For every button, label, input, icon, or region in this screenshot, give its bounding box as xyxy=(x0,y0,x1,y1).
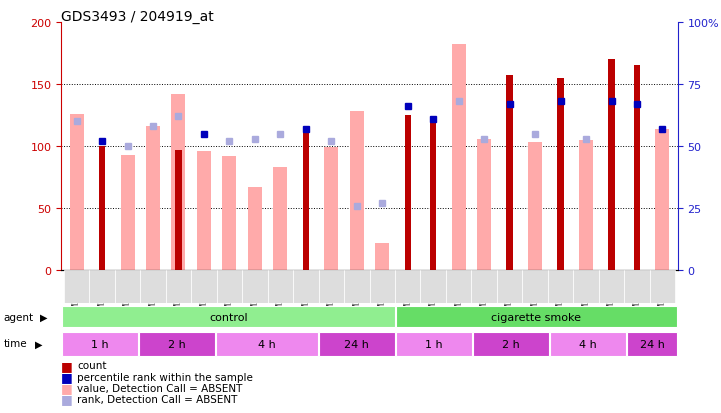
Bar xyxy=(430,121,436,271)
FancyBboxPatch shape xyxy=(446,271,472,304)
Text: agent: agent xyxy=(4,312,34,322)
FancyBboxPatch shape xyxy=(369,271,395,304)
FancyBboxPatch shape xyxy=(627,332,677,356)
Text: cigarette smoke: cigarette smoke xyxy=(492,312,581,322)
Bar xyxy=(477,139,491,271)
Bar xyxy=(175,150,182,271)
Text: ▶: ▶ xyxy=(35,339,42,349)
FancyBboxPatch shape xyxy=(573,271,598,304)
Bar xyxy=(303,131,309,271)
Bar xyxy=(172,95,185,271)
FancyBboxPatch shape xyxy=(395,271,420,304)
Bar xyxy=(579,140,593,271)
Bar xyxy=(634,66,640,271)
Text: 4 h: 4 h xyxy=(258,339,275,349)
Text: 2 h: 2 h xyxy=(168,339,186,349)
Bar xyxy=(506,76,513,271)
FancyBboxPatch shape xyxy=(319,271,344,304)
FancyBboxPatch shape xyxy=(472,271,497,304)
Bar xyxy=(557,78,564,271)
Text: 4 h: 4 h xyxy=(579,339,597,349)
Bar xyxy=(99,147,105,271)
FancyBboxPatch shape xyxy=(216,332,318,356)
FancyBboxPatch shape xyxy=(89,271,115,304)
Text: GDS3493 / 204919_at: GDS3493 / 204919_at xyxy=(61,10,214,24)
Text: 2 h: 2 h xyxy=(502,339,520,349)
Text: ▶: ▶ xyxy=(40,312,47,322)
Text: time: time xyxy=(4,339,27,349)
Bar xyxy=(609,60,615,271)
FancyBboxPatch shape xyxy=(115,271,141,304)
FancyBboxPatch shape xyxy=(550,332,626,356)
FancyBboxPatch shape xyxy=(396,332,472,356)
Bar xyxy=(451,45,466,271)
FancyBboxPatch shape xyxy=(420,271,446,304)
Bar xyxy=(248,188,262,271)
Text: percentile rank within the sample: percentile rank within the sample xyxy=(77,372,253,382)
Text: 1 h: 1 h xyxy=(425,339,443,349)
FancyBboxPatch shape xyxy=(166,271,191,304)
FancyBboxPatch shape xyxy=(319,332,394,356)
Bar xyxy=(222,157,236,271)
Text: 24 h: 24 h xyxy=(344,339,369,349)
Text: ■: ■ xyxy=(61,359,73,372)
FancyBboxPatch shape xyxy=(650,271,675,304)
Text: 24 h: 24 h xyxy=(640,339,665,349)
Text: ■: ■ xyxy=(61,392,73,406)
Bar xyxy=(69,114,84,271)
Text: value, Detection Call = ABSENT: value, Detection Call = ABSENT xyxy=(77,383,242,393)
FancyBboxPatch shape xyxy=(217,271,242,304)
Bar xyxy=(146,127,160,271)
FancyBboxPatch shape xyxy=(242,271,267,304)
Bar xyxy=(528,143,542,271)
Text: count: count xyxy=(77,361,107,370)
FancyBboxPatch shape xyxy=(293,271,319,304)
FancyBboxPatch shape xyxy=(62,332,138,356)
Text: 1 h: 1 h xyxy=(91,339,109,349)
Text: ■: ■ xyxy=(61,370,73,383)
FancyBboxPatch shape xyxy=(191,271,217,304)
FancyBboxPatch shape xyxy=(598,271,624,304)
Text: rank, Detection Call = ABSENT: rank, Detection Call = ABSENT xyxy=(77,394,237,404)
Bar xyxy=(120,155,135,271)
Bar xyxy=(655,129,670,271)
FancyBboxPatch shape xyxy=(267,271,293,304)
Bar xyxy=(350,112,364,271)
FancyBboxPatch shape xyxy=(64,271,89,304)
Bar xyxy=(197,152,211,271)
FancyBboxPatch shape xyxy=(548,271,573,304)
FancyBboxPatch shape xyxy=(62,306,394,328)
FancyBboxPatch shape xyxy=(396,306,677,328)
FancyBboxPatch shape xyxy=(624,271,650,304)
FancyBboxPatch shape xyxy=(497,271,522,304)
FancyBboxPatch shape xyxy=(522,271,548,304)
Bar xyxy=(404,116,411,271)
Text: control: control xyxy=(209,312,247,322)
FancyBboxPatch shape xyxy=(473,332,549,356)
FancyBboxPatch shape xyxy=(141,271,166,304)
Bar xyxy=(324,148,338,271)
Bar xyxy=(273,168,288,271)
Text: ■: ■ xyxy=(61,381,73,394)
Bar xyxy=(375,243,389,271)
FancyBboxPatch shape xyxy=(344,271,369,304)
FancyBboxPatch shape xyxy=(139,332,215,356)
